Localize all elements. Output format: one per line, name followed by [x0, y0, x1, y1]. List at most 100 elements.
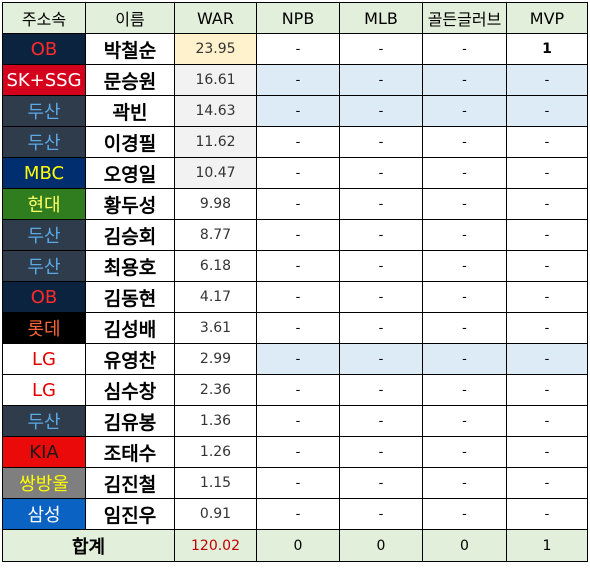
golden-glove-cell[interactable]: - — [422, 343, 507, 375]
mlb-cell[interactable]: - — [339, 343, 423, 375]
mlb-cell[interactable]: - — [339, 312, 423, 344]
team-cell[interactable]: 쌍방울 — [2, 467, 86, 499]
mlb-cell[interactable]: - — [339, 281, 423, 313]
total-mlb-cell[interactable]: 0 — [339, 529, 423, 562]
war-cell[interactable]: 9.98 — [174, 188, 257, 220]
npb-cell[interactable]: - — [256, 374, 340, 406]
war-cell[interactable]: 10.47 — [174, 157, 257, 189]
player-name-cell[interactable]: 김유봉 — [85, 405, 175, 437]
npb-cell[interactable]: - — [256, 33, 340, 65]
mlb-cell[interactable]: - — [339, 250, 423, 282]
npb-cell[interactable]: - — [256, 64, 340, 96]
mlb-cell[interactable]: - — [339, 374, 423, 406]
mlb-cell[interactable]: - — [339, 33, 423, 65]
war-cell[interactable]: 4.17 — [174, 281, 257, 313]
total-mvp-cell[interactable]: 1 — [506, 529, 588, 562]
golden-glove-cell[interactable]: - — [422, 436, 507, 468]
npb-cell[interactable]: - — [256, 343, 340, 375]
header-npb[interactable]: NPB — [256, 2, 340, 34]
npb-cell[interactable]: - — [256, 126, 340, 158]
mlb-cell[interactable]: - — [339, 126, 423, 158]
mlb-cell[interactable]: - — [339, 188, 423, 220]
header-name[interactable]: 이름 — [85, 2, 175, 34]
golden-glove-cell[interactable]: - — [422, 374, 507, 406]
team-cell[interactable]: KIA — [2, 436, 86, 468]
total-label[interactable]: 합계 — [2, 529, 175, 562]
header-team[interactable]: 주소속 — [2, 2, 86, 34]
team-cell[interactable]: 삼성 — [2, 498, 86, 530]
mvp-cell[interactable]: - — [506, 498, 588, 530]
golden-glove-cell[interactable]: - — [422, 405, 507, 437]
player-name-cell[interactable]: 문승원 — [85, 64, 175, 96]
mlb-cell[interactable]: - — [339, 436, 423, 468]
npb-cell[interactable]: - — [256, 157, 340, 189]
war-cell[interactable]: 16.61 — [174, 64, 257, 96]
npb-cell[interactable]: - — [256, 312, 340, 344]
mlb-cell[interactable]: - — [339, 157, 423, 189]
golden-glove-cell[interactable]: - — [422, 33, 507, 65]
mlb-cell[interactable]: - — [339, 219, 423, 251]
team-cell[interactable]: 두산 — [2, 126, 86, 158]
npb-cell[interactable]: - — [256, 95, 340, 127]
team-cell[interactable]: 두산 — [2, 219, 86, 251]
npb-cell[interactable]: - — [256, 498, 340, 530]
war-cell[interactable]: 2.36 — [174, 374, 257, 406]
war-cell[interactable]: 3.61 — [174, 312, 257, 344]
player-name-cell[interactable]: 김성배 — [85, 312, 175, 344]
mvp-cell[interactable]: - — [506, 95, 588, 127]
golden-glove-cell[interactable]: - — [422, 312, 507, 344]
team-cell[interactable]: MBC — [2, 157, 86, 189]
golden-glove-cell[interactable]: - — [422, 64, 507, 96]
golden-glove-cell[interactable]: - — [422, 126, 507, 158]
player-name-cell[interactable]: 박철순 — [85, 33, 175, 65]
player-name-cell[interactable]: 임진우 — [85, 498, 175, 530]
player-name-cell[interactable]: 황두성 — [85, 188, 175, 220]
player-name-cell[interactable]: 김승회 — [85, 219, 175, 251]
team-cell[interactable]: 현대 — [2, 188, 86, 220]
war-cell[interactable]: 11.62 — [174, 126, 257, 158]
war-cell[interactable]: 8.77 — [174, 219, 257, 251]
player-name-cell[interactable]: 이경필 — [85, 126, 175, 158]
total-npb-cell[interactable]: 0 — [256, 529, 340, 562]
mvp-cell[interactable]: - — [506, 64, 588, 96]
golden-glove-cell[interactable]: - — [422, 467, 507, 499]
golden-glove-cell[interactable]: - — [422, 219, 507, 251]
header-mlb[interactable]: MLB — [339, 2, 423, 34]
mvp-cell[interactable]: - — [506, 343, 588, 375]
mvp-cell[interactable]: - — [506, 157, 588, 189]
mlb-cell[interactable]: - — [339, 467, 423, 499]
war-cell[interactable]: 0.91 — [174, 498, 257, 530]
war-cell[interactable]: 1.36 — [174, 405, 257, 437]
npb-cell[interactable]: - — [256, 250, 340, 282]
mvp-cell[interactable]: - — [506, 312, 588, 344]
mvp-cell[interactable]: - — [506, 467, 588, 499]
npb-cell[interactable]: - — [256, 405, 340, 437]
total-golden-glove-cell[interactable]: 0 — [422, 529, 507, 562]
war-cell[interactable]: 1.26 — [174, 436, 257, 468]
mlb-cell[interactable]: - — [339, 64, 423, 96]
header-mvp[interactable]: MVP — [506, 2, 588, 34]
war-cell[interactable]: 2.99 — [174, 343, 257, 375]
mvp-cell[interactable]: - — [506, 405, 588, 437]
player-name-cell[interactable]: 심수창 — [85, 374, 175, 406]
golden-glove-cell[interactable]: - — [422, 250, 507, 282]
golden-glove-cell[interactable]: - — [422, 498, 507, 530]
team-cell[interactable]: OB — [2, 281, 86, 313]
mvp-cell[interactable]: - — [506, 281, 588, 313]
war-cell[interactable]: 14.63 — [174, 95, 257, 127]
npb-cell[interactable]: - — [256, 219, 340, 251]
npb-cell[interactable]: - — [256, 188, 340, 220]
mvp-cell[interactable]: - — [506, 126, 588, 158]
npb-cell[interactable]: - — [256, 281, 340, 313]
mlb-cell[interactable]: - — [339, 405, 423, 437]
header-golden-glove[interactable]: 골든글러브 — [422, 2, 507, 34]
war-cell[interactable]: 23.95 — [174, 33, 257, 65]
war-cell[interactable]: 6.18 — [174, 250, 257, 282]
player-name-cell[interactable]: 유영찬 — [85, 343, 175, 375]
team-cell[interactable]: 두산 — [2, 405, 86, 437]
player-name-cell[interactable]: 김진철 — [85, 467, 175, 499]
team-cell[interactable]: 롯데 — [2, 312, 86, 344]
golden-glove-cell[interactable]: - — [422, 281, 507, 313]
mvp-cell[interactable]: - — [506, 219, 588, 251]
player-name-cell[interactable]: 곽빈 — [85, 95, 175, 127]
